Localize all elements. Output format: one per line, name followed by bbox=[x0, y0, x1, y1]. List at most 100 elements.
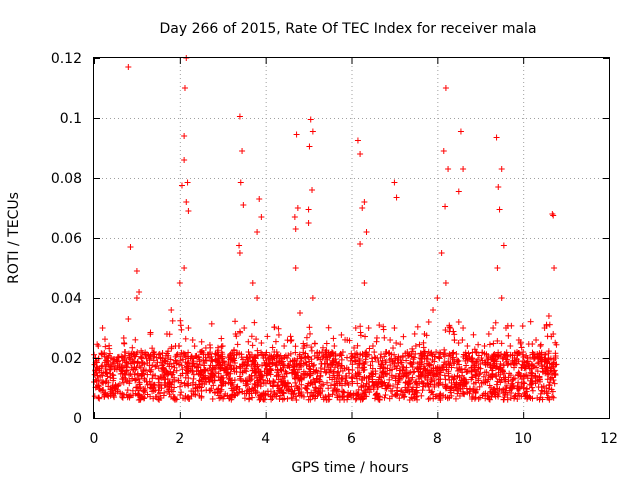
data-point bbox=[451, 337, 458, 343]
data-point bbox=[529, 341, 536, 348]
data-point bbox=[176, 280, 183, 286]
data-point bbox=[168, 343, 175, 350]
data-point bbox=[271, 349, 278, 355]
data-point bbox=[96, 385, 103, 392]
data-point bbox=[534, 395, 541, 402]
data-point bbox=[225, 359, 232, 366]
data-point bbox=[181, 352, 188, 359]
data-point bbox=[251, 319, 258, 326]
data-point bbox=[550, 331, 557, 337]
data-point bbox=[533, 337, 540, 343]
data-point bbox=[250, 358, 257, 365]
data-point bbox=[407, 359, 414, 366]
data-point bbox=[461, 377, 468, 384]
data-point bbox=[455, 188, 462, 195]
data-point bbox=[114, 386, 121, 393]
data-point bbox=[135, 392, 142, 399]
data-point bbox=[383, 371, 390, 378]
data-point bbox=[519, 323, 526, 330]
data-point bbox=[403, 364, 410, 371]
data-point bbox=[267, 371, 274, 378]
data-point bbox=[311, 340, 318, 347]
data-point bbox=[514, 390, 521, 397]
data-point bbox=[442, 350, 449, 357]
data-point bbox=[475, 375, 482, 382]
data-point bbox=[468, 376, 475, 383]
data-point bbox=[325, 385, 332, 392]
data-point bbox=[445, 373, 452, 380]
data-point bbox=[550, 377, 557, 384]
data-point bbox=[468, 364, 475, 371]
data-point bbox=[131, 364, 138, 371]
data-point bbox=[451, 331, 458, 338]
data-point bbox=[472, 373, 479, 380]
data-point bbox=[109, 371, 116, 378]
data-point bbox=[389, 366, 396, 373]
data-point bbox=[500, 354, 507, 361]
data-point bbox=[112, 364, 119, 371]
data-point bbox=[491, 389, 498, 396]
data-point bbox=[262, 392, 269, 399]
data-point bbox=[490, 340, 497, 347]
data-point bbox=[109, 359, 116, 366]
data-point bbox=[152, 372, 159, 379]
data-point bbox=[161, 358, 168, 365]
data-point bbox=[134, 360, 141, 367]
data-point bbox=[289, 357, 296, 364]
y-tick-label: 0.04 bbox=[51, 291, 82, 307]
data-point bbox=[545, 385, 552, 392]
data-point bbox=[412, 350, 419, 357]
data-point bbox=[209, 358, 216, 365]
data-point bbox=[143, 378, 150, 385]
data-point bbox=[133, 268, 140, 274]
data-point bbox=[414, 323, 421, 330]
data-point bbox=[305, 220, 312, 226]
data-point bbox=[362, 353, 369, 360]
data-point bbox=[322, 369, 329, 376]
data-point bbox=[142, 352, 149, 358]
data-point bbox=[327, 382, 334, 389]
data-point bbox=[147, 393, 154, 400]
data-point bbox=[421, 350, 428, 357]
data-point bbox=[212, 369, 219, 376]
data-point bbox=[442, 280, 449, 286]
x-tick-label: 4 bbox=[261, 431, 270, 447]
data-point bbox=[241, 395, 248, 402]
data-point bbox=[301, 354, 308, 361]
data-point bbox=[218, 382, 225, 389]
data-point bbox=[134, 372, 141, 379]
data-point bbox=[318, 361, 325, 367]
data-point bbox=[245, 349, 252, 355]
data-point bbox=[465, 350, 472, 357]
data-point bbox=[129, 344, 136, 351]
data-point bbox=[309, 187, 316, 193]
data-point bbox=[319, 354, 326, 361]
data-point bbox=[320, 381, 327, 388]
x-tick-label: 6 bbox=[347, 431, 356, 447]
data-point bbox=[448, 384, 455, 391]
data-point bbox=[425, 319, 432, 325]
data-point bbox=[126, 392, 133, 399]
data-point bbox=[347, 391, 354, 398]
data-point bbox=[442, 203, 449, 210]
data-point bbox=[111, 394, 118, 401]
data-point bbox=[243, 368, 250, 375]
data-point bbox=[275, 373, 282, 379]
data-point bbox=[267, 393, 274, 400]
data-point bbox=[190, 375, 197, 382]
data-point bbox=[387, 362, 394, 369]
data-point bbox=[281, 373, 288, 380]
data-point bbox=[314, 355, 321, 361]
data-point bbox=[520, 349, 527, 355]
data-point bbox=[301, 371, 308, 378]
data-point bbox=[393, 387, 400, 394]
data-point bbox=[490, 325, 497, 331]
data-point bbox=[159, 362, 166, 369]
data-point bbox=[376, 396, 383, 403]
y-tick-label: 0.1 bbox=[60, 111, 82, 127]
data-point bbox=[459, 337, 466, 344]
data-point bbox=[181, 157, 188, 163]
data-point bbox=[281, 343, 288, 350]
data-point bbox=[381, 334, 388, 341]
data-point bbox=[393, 365, 400, 372]
